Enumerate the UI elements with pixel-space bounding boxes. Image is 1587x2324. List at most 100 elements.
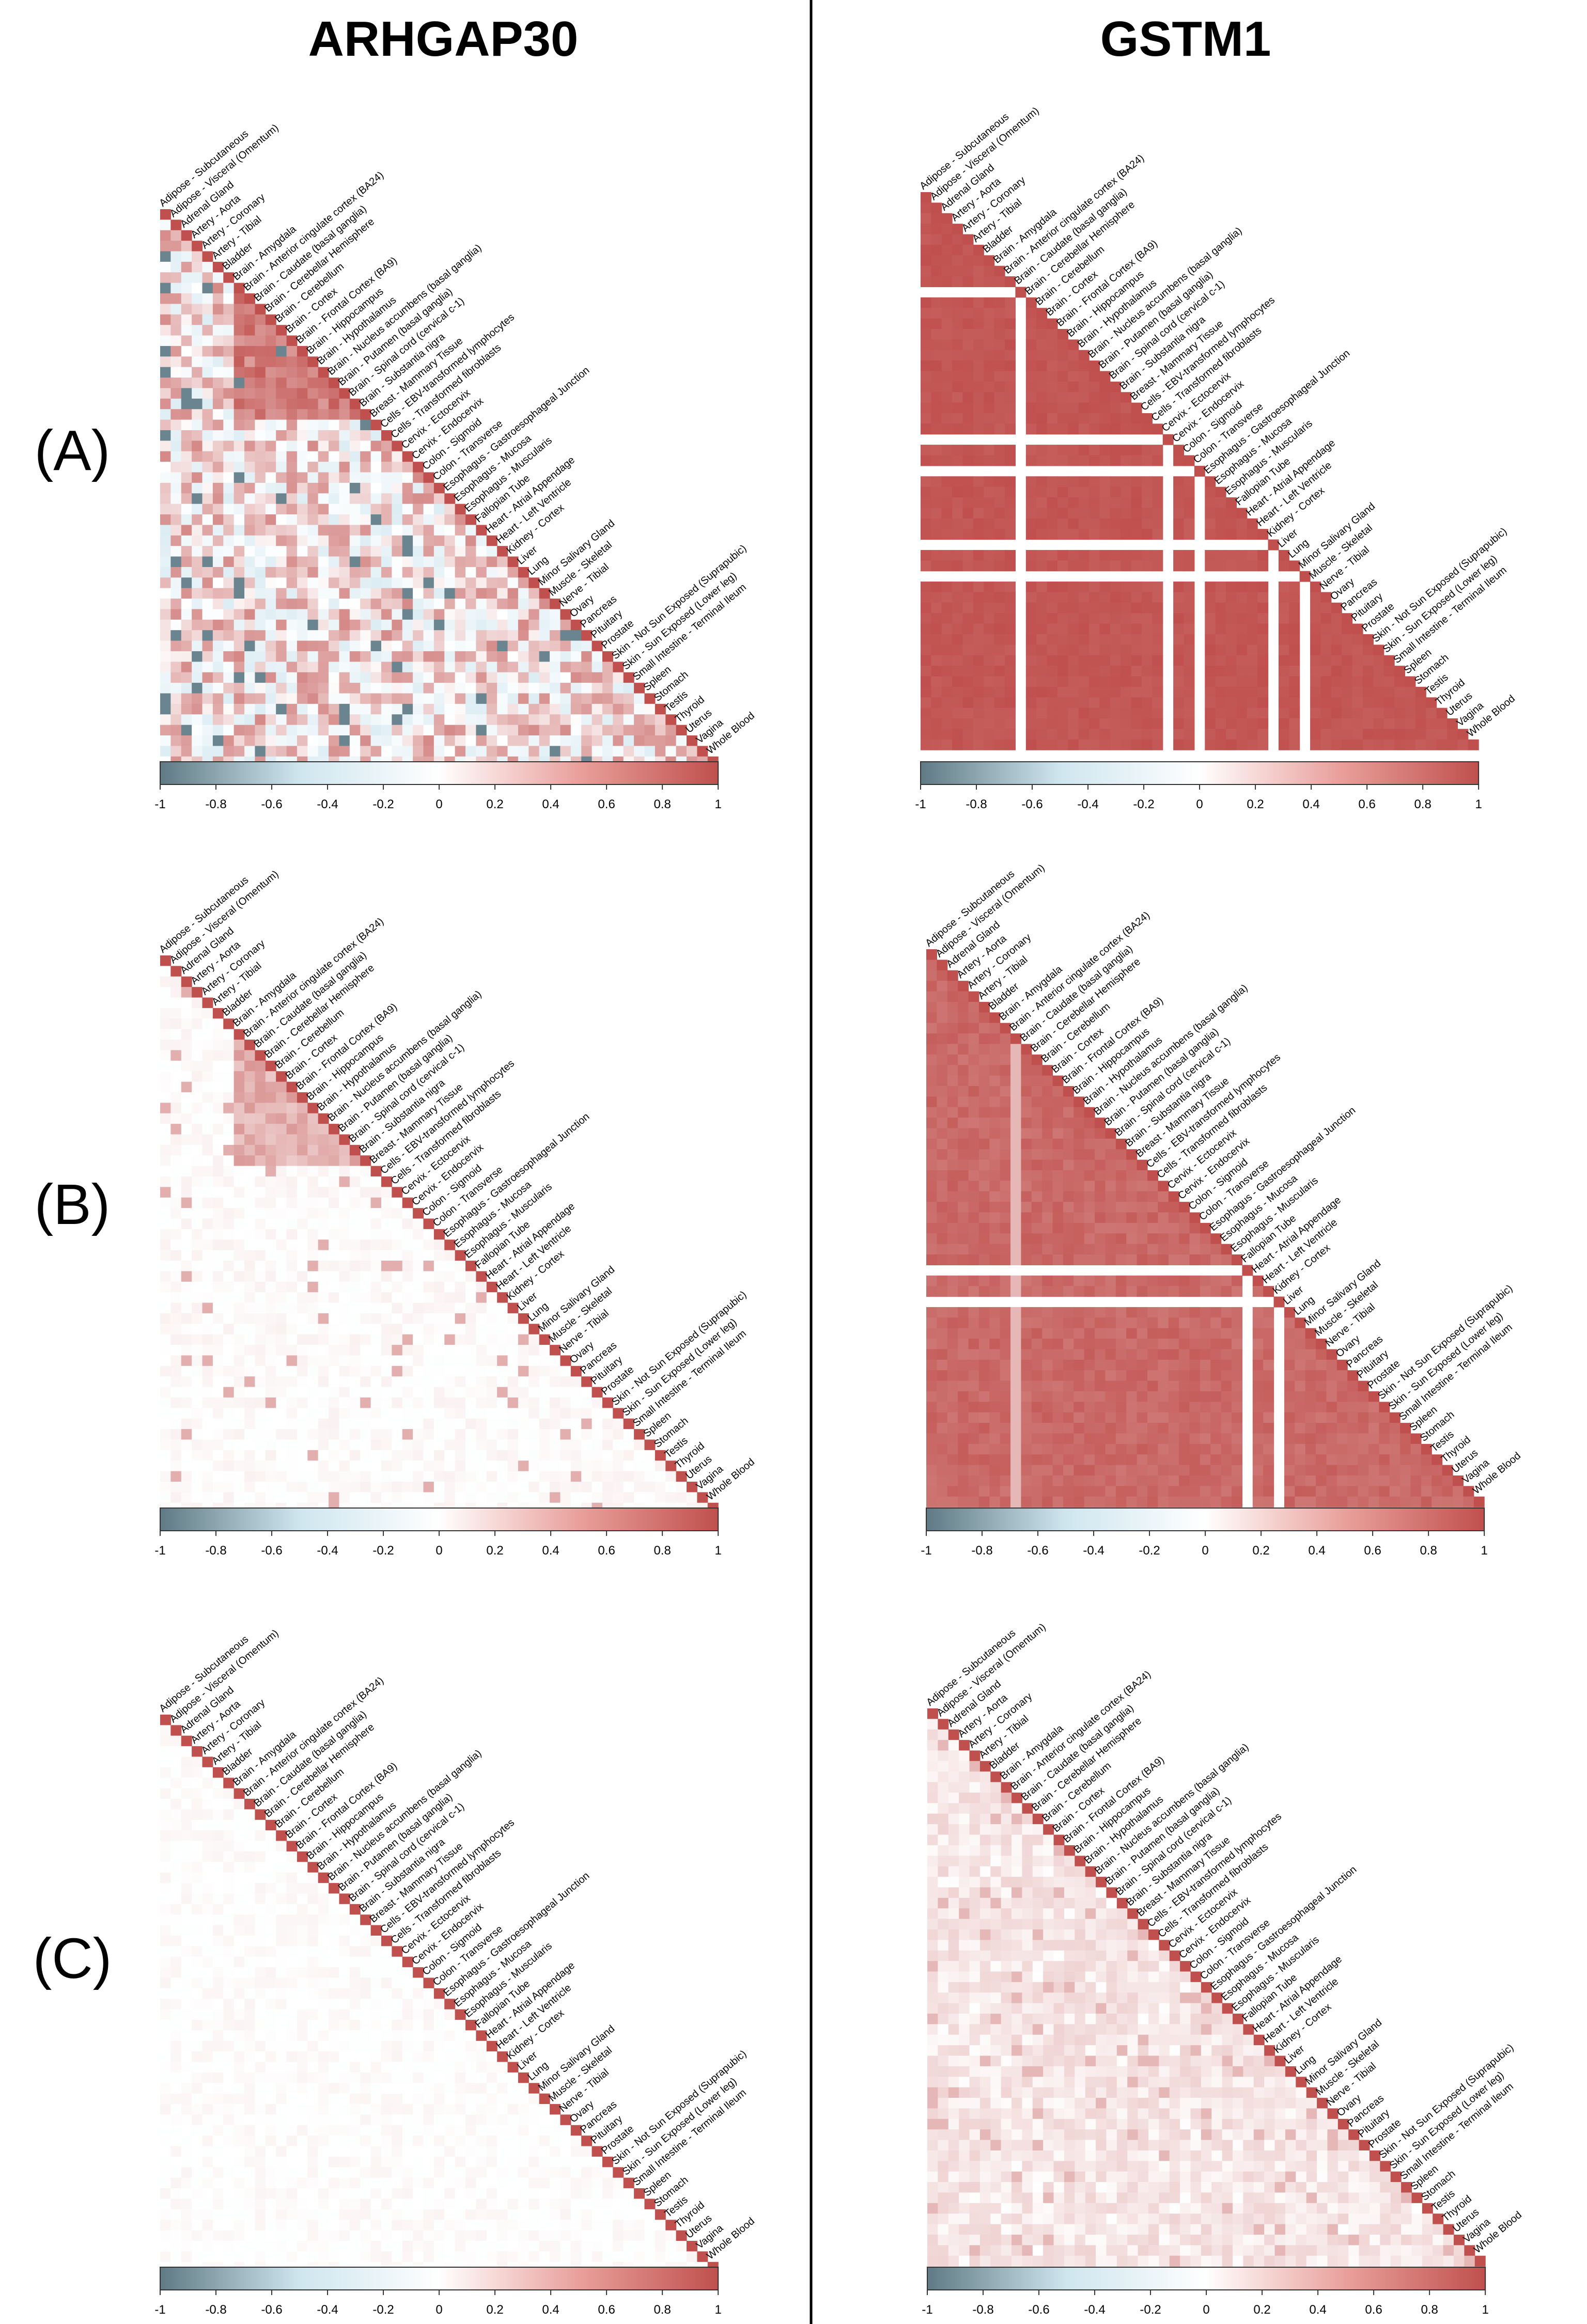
heatmap-cell: [486, 1397, 497, 1408]
heatmap-cell: [244, 514, 256, 525]
heatmap-cell: [413, 1471, 424, 1482]
heatmap-cell: [170, 251, 182, 262]
heatmap-cell: [202, 1365, 213, 1377]
heatmap-cell: [192, 746, 203, 757]
heatmap-cell: [255, 1365, 266, 1377]
heatmap-cell: [392, 514, 403, 525]
heatmap-cell: [1215, 655, 1226, 666]
heatmap-cell: [613, 735, 624, 746]
heatmap-cell: [1005, 582, 1016, 593]
heatmap-cell: [528, 662, 540, 673]
heatmap-cell: [1152, 486, 1163, 498]
heatmap-cell: [1152, 666, 1163, 677]
heatmap-cell: [518, 714, 529, 726]
heatmap-cell: [1184, 602, 1195, 614]
heatmap-cell: [1173, 666, 1185, 677]
heatmap-cell: [1226, 729, 1237, 740]
heatmap-cell: [1310, 655, 1321, 666]
heatmap-cell: [497, 693, 508, 704]
heatmap-cell: [212, 556, 224, 568]
heatmap-cell: [1068, 729, 1079, 740]
heatmap-cell: [952, 508, 963, 519]
heatmap-cell: [413, 1271, 424, 1282]
heatmap-cell: [937, 1033, 948, 1045]
heatmap-cell: [1210, 1317, 1222, 1329]
heatmap-cell: [931, 339, 942, 351]
heatmap-cell: [655, 1471, 666, 1482]
heatmap-cell: [518, 1387, 529, 1398]
heatmap-cell: [255, 1218, 266, 1230]
heatmap-cell: [212, 462, 224, 473]
heatmap-cell: [360, 1197, 371, 1208]
heatmap-cell: [349, 546, 361, 557]
heatmap-cell: [560, 1429, 571, 1440]
heatmap-cell: [1089, 392, 1100, 403]
heatmap-cell: [181, 735, 192, 746]
heatmap-cell: [1031, 1107, 1043, 1118]
heatmap-cell: [1394, 739, 1406, 750]
heatmap-cell: [307, 472, 319, 483]
heatmap-cell: [921, 729, 931, 740]
heatmap-cell: [1137, 1170, 1148, 1181]
heatmap-cell: [244, 388, 256, 399]
heatmap-cell: [1052, 1138, 1064, 1150]
heatmap-cell: [297, 556, 308, 568]
heatmap-cell: [1005, 655, 1016, 666]
heatmap-cell: [1131, 402, 1142, 414]
heatmap-cell: [286, 346, 298, 357]
heatmap-cell: [297, 514, 308, 525]
heatmap-cell: [937, 1254, 948, 1265]
heatmap-cell: [202, 514, 213, 525]
heatmap-cell: [244, 1302, 256, 1314]
heatmap-cell: [286, 577, 298, 589]
heatmap-cell: [212, 651, 224, 662]
heatmap-cell: [1036, 318, 1048, 329]
heatmap-cell: [665, 735, 677, 746]
heatmap-cell: [518, 683, 529, 694]
heatmap-cell: [265, 714, 276, 726]
heatmap-cell: [486, 1471, 497, 1482]
heatmap-cell: [286, 630, 298, 641]
heatmap-cell: [170, 1071, 182, 1082]
heatmap-cell: [1057, 645, 1068, 656]
heatmap-cell: [444, 1345, 456, 1356]
heatmap-cell: [1084, 1128, 1095, 1139]
heatmap-cell: [192, 662, 203, 673]
heatmap-cell: [455, 1261, 466, 1271]
heatmap-cell: [265, 619, 276, 631]
heatmap-cell: [223, 609, 235, 620]
heatmap-cell: [1089, 729, 1100, 740]
heatmap-cell: [1063, 1275, 1074, 1286]
heatmap-cell: [297, 1197, 308, 1208]
heatmap-cell: [592, 1471, 603, 1482]
heatmap-cell: [181, 1302, 192, 1314]
heatmap-cell: [984, 328, 995, 340]
heatmap-cell: [486, 746, 497, 757]
heatmap-cell: [528, 1397, 540, 1408]
heatmap-cell: [181, 1471, 192, 1482]
heatmap-cell: [318, 441, 329, 452]
heatmap-cell: [244, 1113, 256, 1124]
heatmap-cell: [941, 360, 953, 372]
heatmap-cell: [1131, 686, 1142, 698]
heatmap-cell: [160, 346, 171, 357]
heatmap-cell: [307, 1208, 319, 1219]
heatmap-cell: [160, 987, 171, 998]
heatmap-cell: [1115, 1328, 1127, 1339]
heatmap-cell: [255, 1408, 266, 1419]
heatmap-cell: [1232, 1254, 1242, 1265]
heatmap-cell: [507, 1408, 519, 1419]
heatmap-cell: [518, 1429, 529, 1440]
heatmap-cell: [170, 1281, 182, 1293]
heatmap-cell: [1078, 350, 1090, 361]
heatmap-cell: [234, 1313, 245, 1324]
heatmap-cell: [381, 451, 392, 462]
heatmap-cell: [413, 482, 424, 494]
heatmap-cell: [370, 725, 382, 736]
heatmap-cell: [1394, 708, 1406, 719]
heatmap-cell: [1078, 486, 1090, 498]
heatmap-cell: [339, 556, 350, 568]
heatmap-cell: [507, 703, 519, 715]
heatmap-cell: [1415, 729, 1426, 740]
heatmap-cell: [444, 735, 456, 746]
